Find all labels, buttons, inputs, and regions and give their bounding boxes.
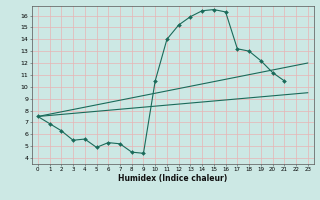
X-axis label: Humidex (Indice chaleur): Humidex (Indice chaleur)	[118, 174, 228, 183]
